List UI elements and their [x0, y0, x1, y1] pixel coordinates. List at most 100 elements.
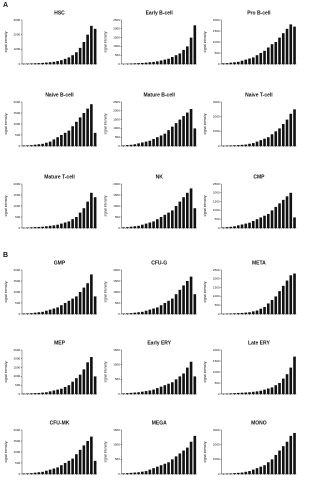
bar — [86, 441, 89, 474]
bar — [133, 312, 137, 314]
y-tick-label: 0 — [218, 226, 220, 230]
bar — [71, 219, 74, 228]
bar — [163, 303, 167, 314]
bar — [148, 222, 152, 228]
chart-panel: GMP signal intensity 0 500 1000 1500 2000 — [4, 260, 97, 316]
panel-label: A — [3, 2, 8, 9]
chart-panel: HSC signal intensity 0 1000 2000 3000 — [4, 10, 97, 66]
bar — [274, 206, 278, 228]
y-tick-label: 0 — [118, 472, 120, 476]
bar — [137, 312, 140, 314]
bar — [56, 224, 59, 228]
bar — [93, 376, 97, 394]
bar — [52, 468, 56, 474]
y-axis-label: signal intensity — [203, 195, 207, 216]
bar — [189, 361, 193, 394]
chart-title: Mature B-cell — [143, 92, 175, 98]
bar — [41, 392, 44, 394]
chart-panel: Late ERY signal intensity 0 500 1000 1500 2000 — [203, 340, 297, 396]
y-tick-label: 0 — [19, 472, 21, 476]
bar — [266, 213, 270, 228]
y-tick-label: 1000 — [113, 362, 120, 366]
bar — [193, 25, 197, 65]
bar — [274, 454, 278, 474]
bar — [141, 62, 144, 64]
bar — [90, 357, 93, 394]
y-tick-label: 1000 — [213, 40, 220, 44]
bar — [152, 308, 155, 314]
bar — [45, 62, 48, 64]
y-tick-label: 1000 — [14, 47, 21, 51]
bar — [48, 391, 52, 394]
bar — [233, 62, 236, 64]
y-tick-label: 0 — [118, 392, 120, 396]
bar — [48, 225, 52, 228]
bar — [78, 292, 82, 314]
bar — [159, 386, 163, 394]
bar — [56, 389, 59, 394]
chart-panel: Early B-cell signal intensity 0 500 1000 1500… — [104, 10, 197, 66]
bar — [182, 49, 185, 64]
bar — [255, 219, 259, 228]
bar — [182, 285, 185, 314]
y-axis-label: signal intensity — [203, 113, 207, 134]
bar — [178, 119, 182, 146]
y-axis-label: signal intensity — [104, 31, 108, 52]
bar — [171, 56, 174, 64]
bar — [293, 356, 296, 394]
y-tick-label: 1000 — [113, 204, 120, 208]
chart-panel: Mature T-cell signal intensity 0 500 1000 150… — [4, 174, 97, 230]
bar — [37, 392, 41, 394]
y-tick-label: 0 — [118, 144, 120, 148]
y-tick-label: 500 — [15, 133, 20, 137]
bar — [229, 226, 233, 228]
chart-title: CFU-G — [151, 260, 167, 266]
bar — [251, 143, 255, 146]
bar — [148, 309, 152, 314]
bar — [71, 298, 74, 314]
bar — [289, 192, 293, 228]
y-axis-label: signal intensity — [4, 441, 8, 462]
bar — [141, 224, 144, 228]
bar — [270, 299, 274, 314]
bar — [263, 389, 266, 394]
bar — [56, 467, 59, 474]
bar — [71, 126, 74, 146]
y-tick-label: 1500 — [14, 365, 21, 369]
bar — [281, 199, 285, 228]
y-tick-label: 2000 — [14, 100, 21, 104]
bar — [26, 393, 29, 394]
y-tick-label: 2000 — [113, 27, 120, 31]
y-tick-label: 500 — [215, 217, 220, 221]
y-tick-label: 0 — [218, 472, 220, 476]
bar — [60, 60, 63, 64]
bar — [229, 62, 233, 64]
y-axis-label: signal intensity — [4, 31, 8, 52]
bar — [156, 137, 159, 146]
bar — [233, 145, 236, 146]
y-tick-label: 1000 — [213, 457, 220, 461]
bar — [278, 291, 281, 314]
bar — [75, 217, 78, 228]
bar — [263, 306, 266, 314]
y-tick-label: 500 — [215, 303, 220, 307]
bar — [281, 33, 285, 64]
bar — [244, 144, 248, 146]
bar — [60, 135, 63, 146]
bar — [229, 145, 233, 146]
y-tick-label: 2000 — [213, 277, 220, 281]
bar — [45, 392, 48, 394]
bar — [240, 392, 244, 394]
bar — [63, 132, 67, 146]
bar — [266, 137, 270, 146]
y-tick-label: 2000 — [213, 114, 220, 118]
bar — [56, 307, 59, 314]
y-axis-label: signal intensity — [104, 361, 108, 382]
bar — [171, 459, 174, 474]
bar — [270, 44, 274, 64]
y-tick-label: 500 — [15, 301, 20, 305]
bar — [156, 61, 159, 64]
bar — [236, 145, 240, 146]
bar — [255, 391, 259, 394]
y-tick-label: 2000 — [113, 182, 120, 186]
